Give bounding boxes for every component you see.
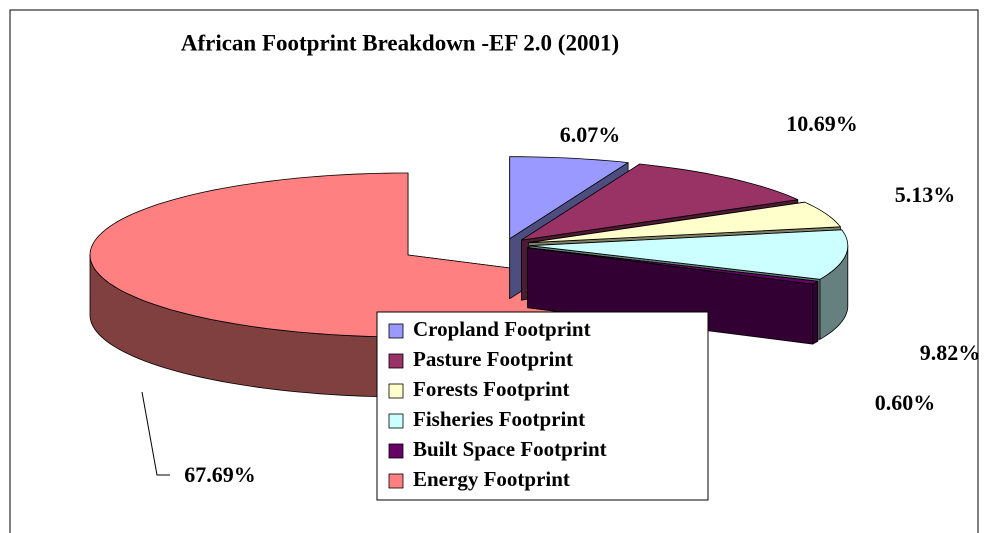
legend-label: Pasture Footprint [413,347,573,371]
legend-swatch [388,383,404,399]
slice [529,229,849,280]
slice [521,163,799,241]
chart-frame [9,9,979,533]
legend-box [376,311,709,501]
data-label: 6.07% [560,122,621,147]
slice [528,201,841,244]
legend-swatch [388,353,404,369]
slice-wall [812,280,819,345]
slice [527,247,819,285]
legend-swatch [388,413,404,429]
legend-label: Forests Footprint [413,377,570,401]
chart-title: African Footprint Breakdown -EF 2.0 (200… [181,30,619,55]
data-label: 9.82% [920,340,981,365]
data-label: 10.69% [786,111,858,136]
data-labels: 6.07% 10.69% 5.13% 9.82% 0.60% 67.69% [141,111,981,487]
pie [89,156,849,398]
legend-swatch [388,473,404,489]
legend-label: Energy Footprint [413,467,570,491]
leader-line [141,391,170,476]
data-label: 67.69% [184,462,256,487]
data-label: 5.13% [895,182,956,207]
legend-label: Built Space Footprint [413,437,607,461]
legend: Cropland Footprint Pasture Footprint Fores… [376,311,709,501]
legend-swatch [388,323,404,339]
legend-swatch [388,443,404,459]
legend-label: Cropland Footprint [413,317,591,341]
data-label: 0.60% [875,390,936,415]
legend-label: Fisheries Footprint [413,407,585,431]
slice [509,156,629,240]
